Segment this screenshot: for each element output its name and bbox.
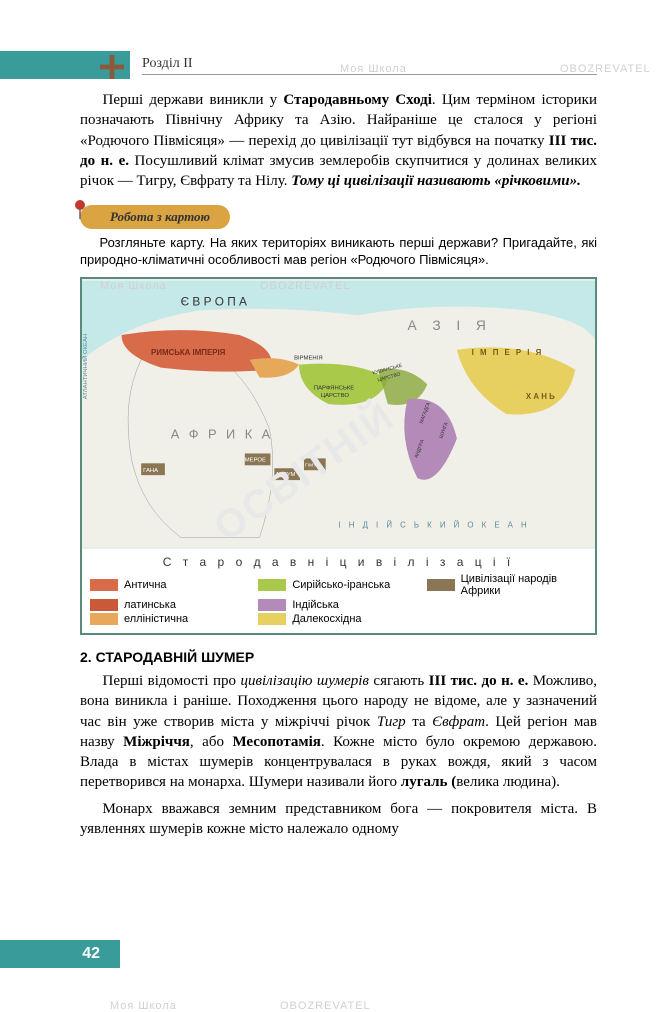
label-atlantic: АТЛАНТИЧНИЙ ОКЕАН xyxy=(82,334,89,399)
label-indian-ocean: І Н Д І Й С Ь К И Й О К Е А Н xyxy=(339,520,530,529)
legend-item: латинська xyxy=(90,599,250,611)
legend-label: латинська xyxy=(124,599,176,611)
term-tigris: Тигр xyxy=(377,714,406,730)
label-han: Х А Н Ь xyxy=(526,392,555,401)
term-euphrates: Євфрат xyxy=(432,714,485,730)
map-legend: С т а р о д а в н і ц и в і л і з а ц і … xyxy=(82,549,595,633)
legend-label: Далекосхідна xyxy=(292,613,361,625)
legend-label: елліністична xyxy=(124,613,188,625)
intro-paragraph: Перші держави виникли у Стародавньому Сх… xyxy=(80,90,597,191)
label-africa: А Ф Р И К А xyxy=(171,427,273,442)
label-parthia: ПАРФЯНСЬКЕ xyxy=(314,385,354,391)
section-2-para-1: Перші відомості про цивілізацію шумерів … xyxy=(80,671,597,793)
legend-item xyxy=(427,599,587,611)
section-2-title: 2. СТАРОДАВНІЙ ШУМЕР xyxy=(80,649,597,665)
label-europe: Є В Р О П А xyxy=(181,295,247,309)
term-date: III тис. до н. е. xyxy=(429,673,529,689)
pin-icon xyxy=(72,199,88,219)
legend-item: Антична xyxy=(90,573,250,597)
scribe-icon xyxy=(100,55,124,79)
chapter-header: Розділ II xyxy=(0,50,657,80)
text: Перші держави виникли у xyxy=(103,92,284,108)
emphasis-river-civ: Тому ці цивілізації називають «річковими… xyxy=(291,173,581,189)
task-label: Робота з картою xyxy=(80,205,230,229)
page-number: 42 xyxy=(82,945,100,963)
chapter-title: Розділ II xyxy=(142,56,597,75)
term-mesopotamia: Месопотамія xyxy=(232,734,320,750)
legend-label: Сирійсько-іранська xyxy=(292,579,390,591)
label-armenia: ВІРМЕНІЯ xyxy=(294,356,322,362)
page-content: Перші держави виникли у Стародавньому Сх… xyxy=(0,80,657,839)
header-accent xyxy=(0,51,130,79)
legend-label: Цивілізації народів Африки xyxy=(461,573,587,597)
legend-label: Антична xyxy=(124,579,167,591)
legend-swatch xyxy=(90,613,118,625)
legend-title: С т а р о д а в н і ц и в і л і з а ц і … xyxy=(90,555,587,569)
term-sumer-civ: цивілізацію шумерів xyxy=(240,673,368,689)
legend-label: Індійська xyxy=(292,599,339,611)
legend-item: Сирійсько-іранська xyxy=(258,573,418,597)
label-han-empire: І М П Е Р І Я xyxy=(472,348,544,357)
term-ancient-east: Стародавньому Сході xyxy=(283,92,432,108)
label-ghana: ГАНА xyxy=(143,468,158,474)
watermark: Моя Школа xyxy=(110,1000,177,1012)
legend-swatch xyxy=(258,579,286,591)
legend-swatch xyxy=(258,599,286,611)
label-meroe: МЕРОЕ xyxy=(245,457,266,463)
legend-swatch xyxy=(90,599,118,611)
term-lugal: лугаль ( xyxy=(401,774,456,790)
legend-swatch xyxy=(427,579,455,591)
text: велика людина). xyxy=(456,774,560,790)
map-task-box: Робота з картою Розгляньте карту. На яки… xyxy=(80,205,597,269)
text: , або xyxy=(190,734,233,750)
label-aksum: АКСУМ xyxy=(275,472,295,478)
svg-text:ЦАРСТВО: ЦАРСТВО xyxy=(321,393,350,399)
legend-swatch xyxy=(258,613,286,625)
label-himyar: ГІМ'ЯР xyxy=(305,462,322,468)
label-rome: РИМСЬКА ІМПЕРІЯ xyxy=(151,348,226,357)
page-number-box: 42 xyxy=(0,940,120,968)
term-mizhrichchia: Міжріччя xyxy=(123,734,190,750)
task-instruction: Розгляньте карту. На яких територіях вин… xyxy=(80,235,597,269)
legend-item xyxy=(427,613,587,625)
map-svg: Є В Р О П А А З І Я А Ф Р И К А АТЛАНТИЧ… xyxy=(82,279,595,549)
text: сягають xyxy=(369,673,429,689)
legend-item: елліністична xyxy=(90,613,250,625)
legend-item: Далекосхідна xyxy=(258,613,418,625)
legend-swatch xyxy=(90,579,118,591)
label-asia: А З І Я xyxy=(408,317,492,333)
legend-grid: Антична Сирійсько-іранська Цивілізації нар… xyxy=(90,573,587,625)
legend-item: Цивілізації народів Африки xyxy=(427,573,587,597)
task-label-text: Робота з картою xyxy=(110,209,210,224)
watermark: OBOZREVATEL xyxy=(280,1000,371,1012)
text: та xyxy=(406,714,432,730)
section-2-para-2: Монарх вважався земним представником бог… xyxy=(80,799,597,840)
ancient-civilizations-map: Є В Р О П А А З І Я А Ф Р И К А АТЛАНТИЧ… xyxy=(80,277,597,635)
text: Перші відомості про xyxy=(103,673,241,689)
legend-item: Індійська xyxy=(258,599,418,611)
